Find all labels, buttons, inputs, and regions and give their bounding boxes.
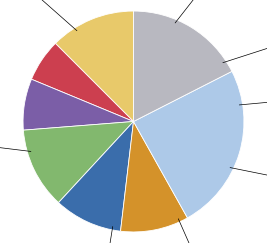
Text: Miscellaneous
bills  $475: Miscellaneous bills $475 <box>230 168 267 211</box>
Wedge shape <box>23 79 134 130</box>
Text: Savings
$400: Savings $400 <box>74 226 113 243</box>
Text: Car expenses
$500: Car expenses $500 <box>175 0 267 23</box>
Wedge shape <box>32 43 134 122</box>
Wedge shape <box>134 71 244 218</box>
Wedge shape <box>134 11 232 122</box>
Text: Credit card bills
$400: Credit card bills $400 <box>178 219 267 243</box>
Text: Utilities
$250: Utilities $250 <box>223 1 267 63</box>
Text: Contributions
$300: Contributions $300 <box>239 78 267 105</box>
Text: Food
$700: Food $700 <box>0 0 77 31</box>
Wedge shape <box>58 122 134 231</box>
Text: Mortgage
payment
$975: Mortgage payment $975 <box>0 114 31 151</box>
Wedge shape <box>120 122 187 232</box>
Wedge shape <box>55 11 134 122</box>
Wedge shape <box>23 122 134 203</box>
